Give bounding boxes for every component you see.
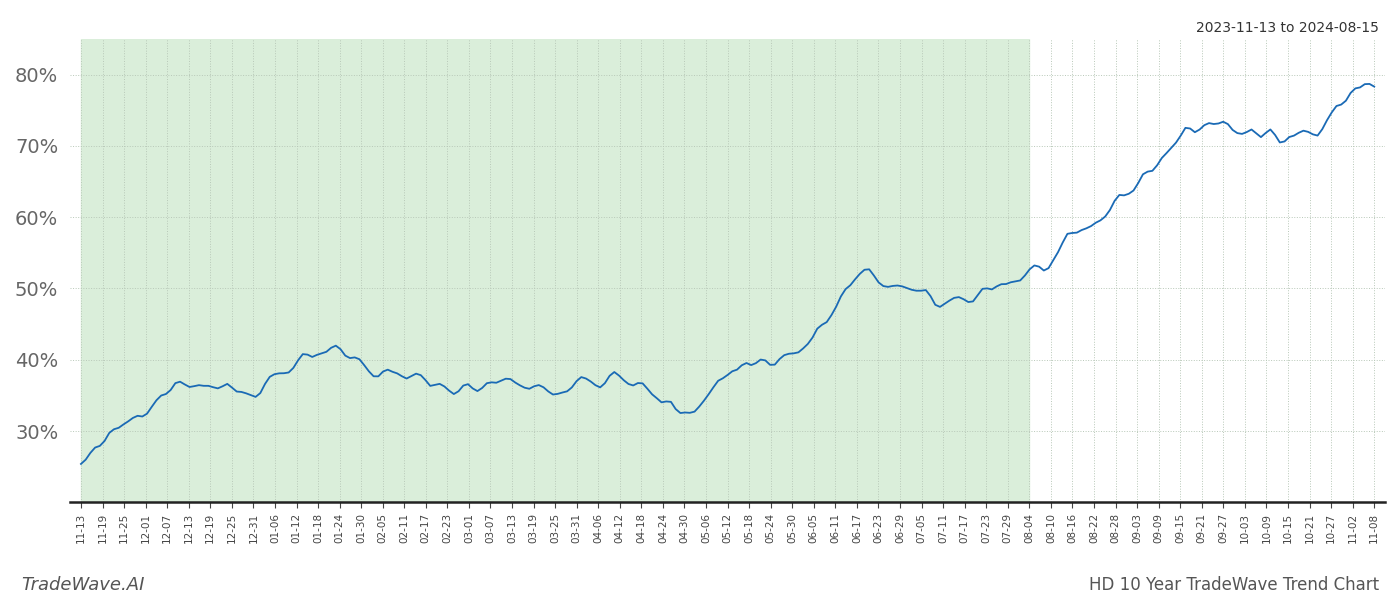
Bar xyxy=(81,39,1029,502)
Text: 2023-11-13 to 2024-08-15: 2023-11-13 to 2024-08-15 xyxy=(1196,21,1379,35)
Text: TradeWave.AI: TradeWave.AI xyxy=(21,576,144,594)
Text: HD 10 Year TradeWave Trend Chart: HD 10 Year TradeWave Trend Chart xyxy=(1089,576,1379,594)
